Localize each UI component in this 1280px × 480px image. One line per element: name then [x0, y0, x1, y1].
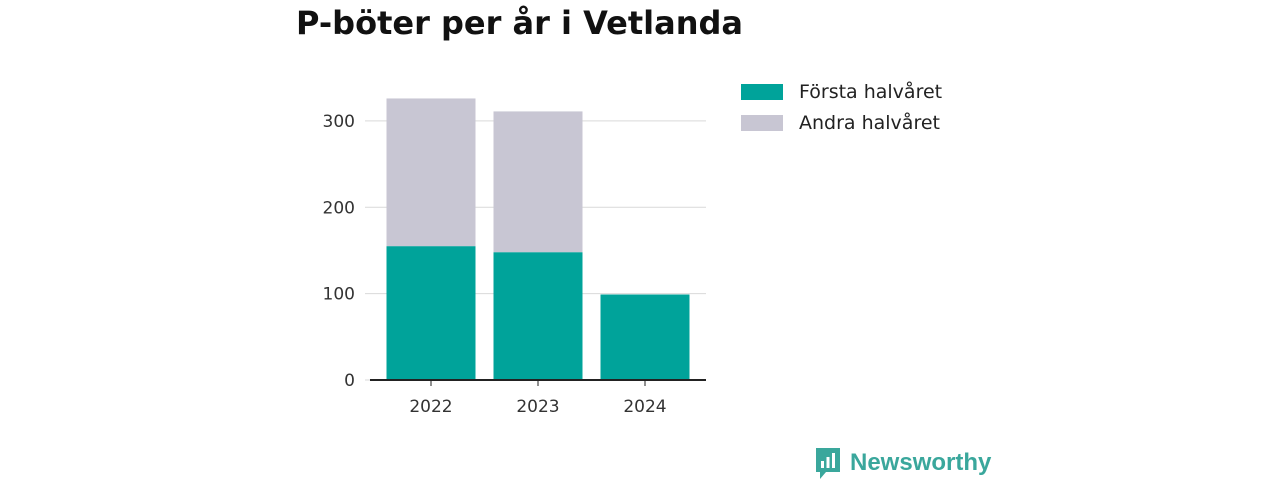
- brand-logo: Newsworthy: [814, 446, 991, 480]
- legend-label-first-half: Första halvåret: [799, 80, 943, 103]
- x-tick-label-2022: 2022: [409, 397, 452, 417]
- x-tick-label-2023: 2023: [516, 397, 559, 417]
- chart-title: P-böter per år i Vetlanda: [296, 4, 743, 42]
- legend-label-second-half: Andra halvåret: [799, 111, 940, 134]
- y-tick-label-200: 200: [323, 198, 355, 218]
- legend-swatch-second-half: [741, 114, 783, 131]
- bar-2023-series-2: [493, 111, 583, 253]
- bar-2022-series-2: [386, 98, 476, 247]
- legend-item-second-half: Andra halvåret: [741, 107, 942, 138]
- y-tick-label-100: 100: [323, 285, 355, 305]
- y-tick-label-0: 0: [344, 371, 355, 391]
- brand-name: Newsworthy: [850, 449, 992, 476]
- legend-swatch-first-half: [741, 83, 783, 100]
- newsworthy-logo-icon: [816, 448, 840, 479]
- legend-item-first-half: Första halvåret: [741, 76, 942, 107]
- bars: [386, 98, 690, 380]
- bar-2022-series-1: [386, 246, 476, 380]
- bar-2023-series-1: [493, 252, 583, 380]
- legend: Första halvåret Andra halvåret: [741, 76, 942, 138]
- y-tick-label-300: 300: [323, 112, 355, 132]
- x-tick-label-2024: 2024: [623, 397, 666, 417]
- axes: 0 100 200 300 2022 2023 2024: [323, 112, 706, 417]
- bar-2024-series-1: [600, 294, 690, 380]
